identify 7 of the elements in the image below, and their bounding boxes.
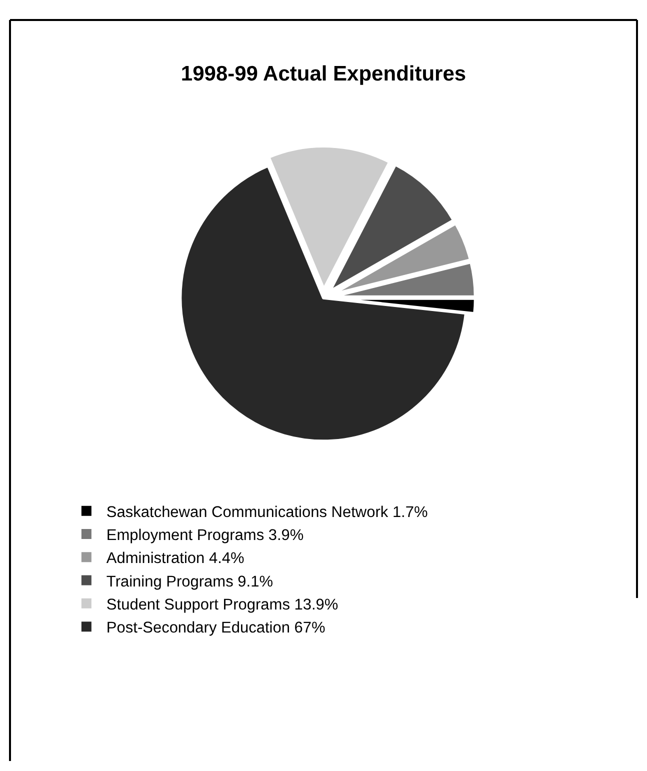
chart-title: 1998-99 Actual Expenditures	[180, 62, 466, 86]
legend-label: Employment Programs 3.9%	[106, 527, 304, 544]
legend-label: Post-Secondary Education 67%	[106, 620, 326, 637]
legend-label: Saskatchewan Communications Network 1.7%	[106, 504, 428, 521]
legend-label: Administration 4.4%	[106, 550, 244, 568]
legend-label: Student Support Programs 13.9%	[106, 596, 338, 614]
legend-label: Training Programs 9.1%	[106, 573, 274, 590]
